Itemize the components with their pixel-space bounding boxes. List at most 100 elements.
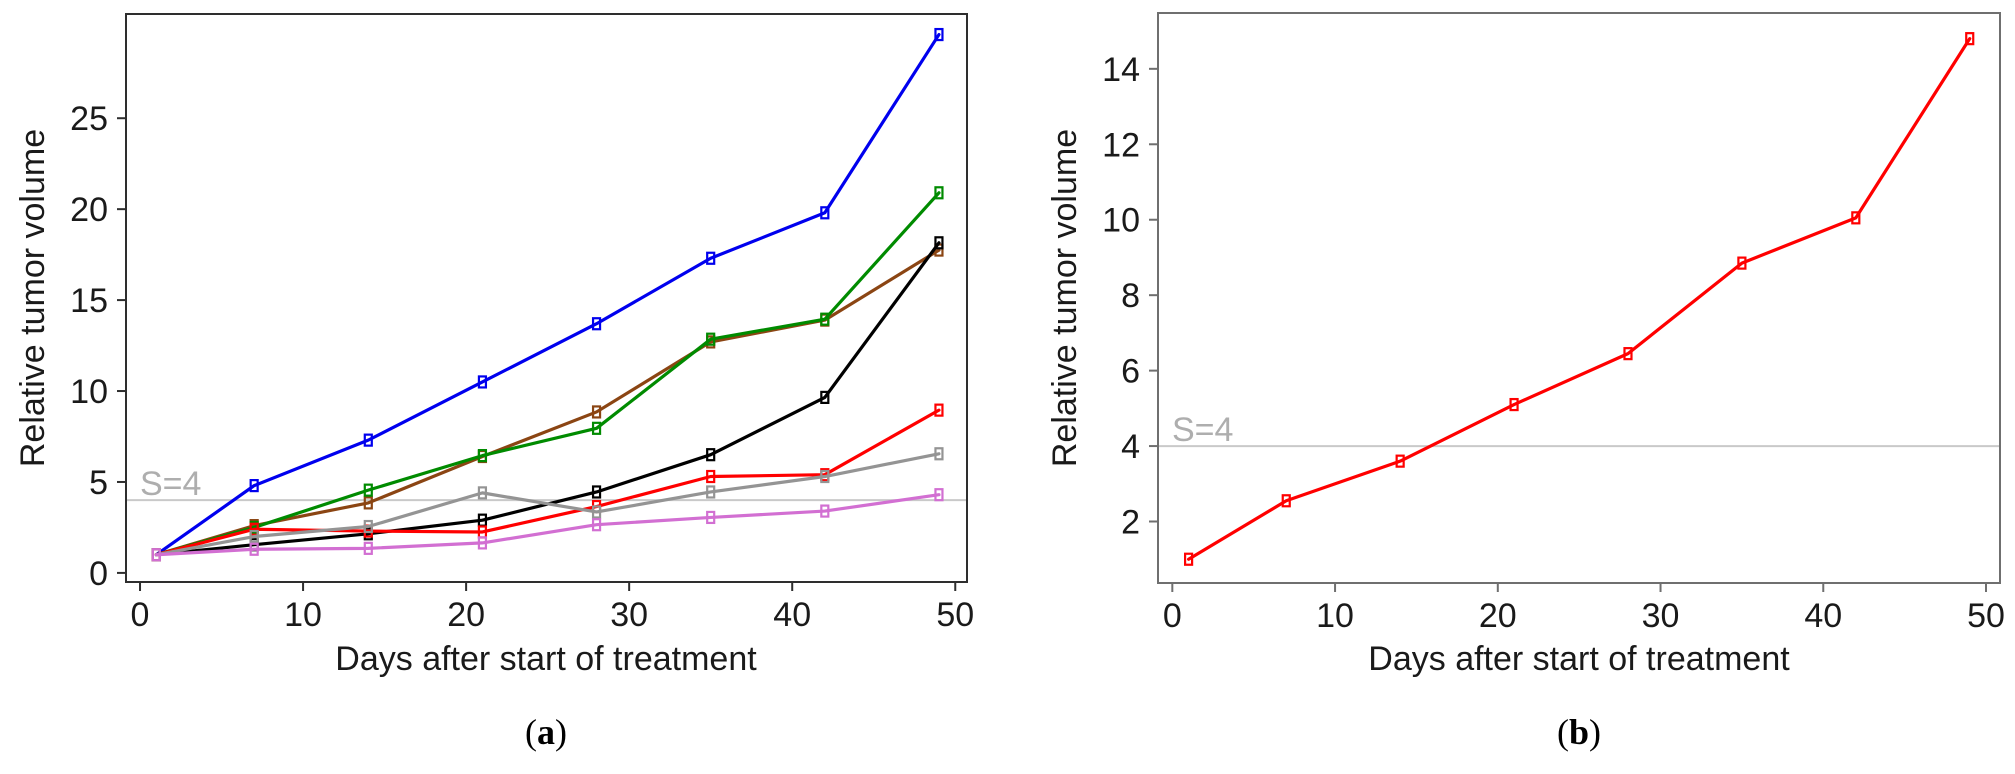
y-tick-label: 10 bbox=[1102, 202, 1140, 240]
series-gray-marker bbox=[820, 469, 830, 484]
chart-a-y-axis-title: Relative tumor volume bbox=[14, 129, 52, 467]
chart-a: 0 10 20 30 40 50 0 5 10 15 20 25 bbox=[70, 13, 974, 634]
x-tick-label: 30 bbox=[1642, 597, 1680, 635]
series-green-marker bbox=[477, 448, 488, 463]
x-tick-label: 50 bbox=[936, 596, 974, 634]
series-red-marker bbox=[1623, 347, 1633, 361]
series-violet-line bbox=[154, 493, 941, 557]
series-green-line bbox=[154, 191, 941, 557]
y-tick-label: 4 bbox=[1121, 428, 1140, 466]
x-tick-label: 20 bbox=[447, 596, 485, 634]
chart-a-x-axis: 0 10 20 30 40 50 bbox=[131, 582, 974, 634]
y-tick-label: 0 bbox=[89, 555, 108, 593]
series-black-marker bbox=[706, 448, 716, 462]
chart-a-caption-close-paren: ) bbox=[555, 712, 567, 752]
series-red-marker bbox=[1965, 32, 1975, 46]
series-red-marker bbox=[249, 522, 259, 536]
series-violet-marker bbox=[151, 548, 161, 562]
series-red-marker bbox=[1183, 552, 1194, 566]
x-tick-label: 40 bbox=[1804, 597, 1842, 635]
chart-a-y-axis: 0 5 10 15 20 25 bbox=[70, 100, 126, 593]
series-violet-marker bbox=[820, 504, 830, 518]
x-tick-label: 10 bbox=[284, 596, 322, 634]
series-blue-marker bbox=[934, 27, 944, 42]
series-green-marker bbox=[934, 186, 944, 200]
series-red-marker bbox=[1281, 494, 1291, 508]
y-tick-label: 8 bbox=[1121, 277, 1140, 315]
chart-a-plot-box bbox=[125, 13, 968, 583]
series-blue-marker bbox=[591, 317, 602, 331]
series-violet-marker bbox=[477, 536, 488, 550]
series-blue-marker bbox=[249, 479, 259, 493]
x-tick-label: 50 bbox=[1967, 597, 2005, 635]
series-green-marker bbox=[363, 483, 373, 497]
chart-a-series-blue bbox=[151, 27, 944, 562]
chart-a-series-violet bbox=[151, 488, 944, 562]
x-tick-label: 10 bbox=[1316, 597, 1354, 635]
x-tick-label: 20 bbox=[1479, 597, 1517, 635]
x-tick-label: 40 bbox=[773, 596, 811, 634]
y-tick-label: 6 bbox=[1121, 353, 1140, 391]
chart-b-x-axis: 0 10 20 30 40 50 bbox=[1163, 583, 2005, 635]
series-blue-marker bbox=[706, 251, 716, 265]
chart-a-caption-open-paren: ( bbox=[525, 712, 537, 752]
chart-b-series-red bbox=[1183, 32, 1975, 566]
x-tick-label: 0 bbox=[1163, 597, 1182, 635]
y-tick-label: 2 bbox=[1121, 504, 1140, 542]
series-red-marker bbox=[1851, 211, 1861, 225]
chart-b-caption: (b) bbox=[1557, 712, 1601, 752]
chart-b-plot-box bbox=[1157, 12, 2001, 584]
chart-b-caption-close-paren: ) bbox=[1589, 712, 1601, 752]
series-gray-marker bbox=[934, 447, 944, 461]
series-blue-marker bbox=[820, 206, 830, 220]
series-black-marker bbox=[591, 485, 602, 499]
series-violet-marker bbox=[363, 541, 373, 555]
series-red-marker bbox=[1737, 256, 1747, 270]
series-blue-marker bbox=[363, 433, 373, 447]
chart-b: 0 10 20 30 40 50 2 4 6 8 10 12 14 bbox=[1102, 12, 2005, 635]
series-violet-marker bbox=[591, 518, 602, 532]
series-violet-marker bbox=[706, 510, 716, 525]
series-gray-marker bbox=[249, 529, 259, 544]
series-gray-line bbox=[154, 452, 941, 557]
chart-b-threshold-label: S=4 bbox=[1172, 411, 1233, 449]
y-tick-label: 5 bbox=[89, 464, 108, 502]
y-tick-label: 25 bbox=[70, 100, 108, 138]
series-blue-line bbox=[154, 32, 941, 557]
series-black-line bbox=[154, 241, 941, 557]
series-brown-marker bbox=[363, 496, 373, 510]
series-red-marker bbox=[1509, 397, 1519, 412]
series-red-marker bbox=[1395, 454, 1405, 468]
chart-a-caption-letter: a bbox=[537, 712, 555, 752]
chart-b-x-axis-title: Days after start of treatment bbox=[1368, 640, 1790, 678]
chart-b-caption-letter: b bbox=[1569, 712, 1589, 752]
series-red-line bbox=[154, 408, 941, 557]
series-violet-marker bbox=[934, 488, 944, 502]
series-black-marker bbox=[934, 236, 944, 250]
series-gray-marker bbox=[477, 486, 488, 500]
series-red-line bbox=[1186, 37, 1972, 561]
y-tick-label: 12 bbox=[1102, 126, 1140, 164]
chart-a-x-axis-title: Days after start of treatment bbox=[335, 640, 757, 678]
series-gray-marker bbox=[591, 505, 602, 519]
x-tick-label: 0 bbox=[131, 596, 150, 634]
series-blue-marker bbox=[477, 375, 488, 389]
series-red-marker bbox=[934, 403, 944, 417]
series-red-marker bbox=[706, 469, 716, 484]
y-tick-label: 20 bbox=[70, 191, 108, 229]
series-green-marker bbox=[706, 332, 716, 346]
y-tick-label: 14 bbox=[1102, 51, 1140, 89]
series-brown-marker bbox=[591, 405, 602, 419]
chart-a-caption: (a) bbox=[525, 712, 567, 752]
series-gray-marker bbox=[706, 485, 716, 499]
chart-b-caption-open-paren: ( bbox=[1557, 712, 1569, 752]
chart-a-threshold-label: S=4 bbox=[140, 465, 201, 503]
chart-b-y-axis: 2 4 6 8 10 12 14 bbox=[1102, 51, 1158, 542]
y-tick-label: 10 bbox=[70, 373, 108, 411]
y-tick-label: 15 bbox=[70, 282, 108, 320]
series-green-marker bbox=[820, 312, 830, 326]
series-green-marker bbox=[591, 421, 602, 435]
chart-b-y-axis-title: Relative tumor volume bbox=[1046, 129, 1084, 467]
